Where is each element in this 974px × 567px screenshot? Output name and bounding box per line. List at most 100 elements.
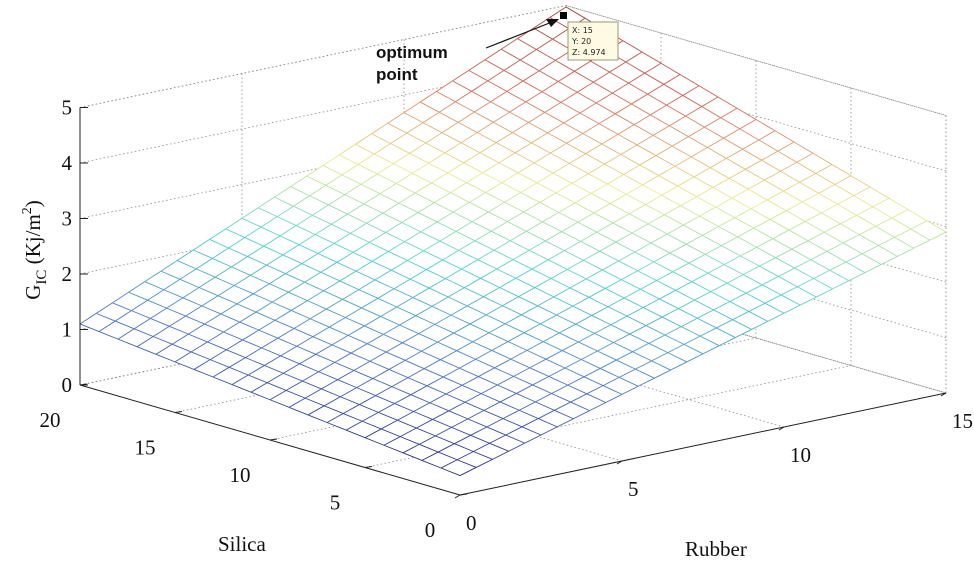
mesh-line-silica — [440, 467, 461, 476]
mesh-line-rubber — [475, 350, 493, 360]
mesh-line-rubber — [815, 164, 833, 174]
surface-face — [745, 160, 781, 181]
mesh-line-rubber — [688, 126, 705, 138]
mesh-line-rubber — [516, 384, 533, 394]
mesh-line-silica — [374, 153, 394, 165]
mesh-line-silica — [469, 323, 490, 334]
mesh-line-silica — [748, 311, 769, 322]
mesh-line-rubber — [518, 401, 536, 411]
mesh-line-silica — [666, 233, 687, 245]
mesh-line-rubber — [666, 95, 684, 106]
mesh-line-silica — [207, 341, 227, 351]
surface-face — [765, 294, 801, 314]
mesh-line-silica — [379, 193, 400, 204]
surface-face — [542, 81, 578, 103]
mesh-line-rubber — [504, 192, 522, 203]
surface-face — [758, 130, 794, 152]
mesh-line-rubber — [409, 142, 427, 154]
mesh-line-rubber — [467, 410, 485, 420]
mesh-line-silica — [853, 195, 874, 208]
mesh-line-rubber — [339, 270, 357, 282]
surface-face — [629, 325, 665, 344]
mesh-line-rubber — [696, 187, 714, 197]
mesh-line-rubber — [639, 155, 657, 166]
mesh-line-rubber — [666, 224, 684, 235]
mesh-line-rubber — [683, 335, 701, 345]
mesh-line-silica — [804, 221, 825, 233]
mesh-line-rubber — [626, 307, 644, 317]
surface-face — [699, 207, 735, 227]
mesh-line-silica — [585, 153, 605, 165]
mesh-line-silica — [447, 172, 467, 184]
surface-face — [659, 290, 695, 309]
mesh-line-silica — [490, 101, 510, 113]
y-tick-mark — [174, 411, 183, 413]
mesh-line-silica — [640, 288, 660, 300]
x-tick-mark — [454, 494, 461, 499]
mesh-line-rubber — [563, 112, 581, 124]
surface-face — [740, 247, 776, 267]
mesh-line-rubber — [656, 271, 674, 281]
mesh-line-silica — [625, 61, 646, 74]
mesh-line-silica — [512, 132, 532, 144]
mesh-line-silica — [323, 290, 343, 300]
mesh-line-silica — [645, 204, 665, 216]
mesh-line-silica — [193, 249, 213, 259]
mesh-line-silica — [604, 163, 624, 175]
mesh-line-silica — [655, 155, 676, 167]
mesh-line-rubber — [524, 434, 542, 444]
surface-face — [561, 92, 597, 113]
mesh-line-silica — [382, 212, 402, 223]
mesh-line-rubber — [799, 296, 817, 306]
mesh-line-rubber — [617, 124, 635, 135]
mesh-line-rubber — [445, 384, 463, 395]
surface-face — [748, 180, 784, 200]
mesh-line-silica — [629, 333, 649, 344]
mesh-line-silica — [385, 232, 405, 243]
mesh-line-silica — [296, 225, 316, 235]
mesh-line-silica — [764, 302, 785, 314]
mesh-line-rubber — [355, 260, 373, 272]
mesh-line-rubber — [496, 259, 514, 270]
mesh-line-silica — [818, 192, 838, 205]
datatip-x: X: 15 — [572, 26, 593, 35]
grid-y-floor — [364, 365, 852, 468]
mesh-line-silica — [525, 101, 546, 113]
mesh-line-silica — [419, 443, 439, 453]
mesh-line-rubber — [538, 60, 556, 72]
mesh-line-silica — [729, 301, 750, 312]
mesh-line-rubber — [361, 297, 379, 309]
mesh-line-silica — [383, 444, 404, 454]
mesh-line-rubber — [198, 276, 216, 288]
mesh-line-silica — [299, 363, 319, 373]
mesh-line-silica — [550, 278, 571, 289]
axis-titles: Rubber Silica GIC (Kj/m2) — [20, 200, 747, 561]
mesh-line-silica — [467, 418, 487, 428]
mesh-line-rubber — [355, 133, 372, 145]
mesh-line-silica — [777, 150, 798, 163]
surface-face — [620, 144, 656, 166]
surface-face — [651, 234, 687, 254]
surface-face — [626, 184, 662, 205]
mesh-line-silica — [810, 259, 831, 271]
z-tick-label: 2 — [62, 262, 73, 286]
surface-face — [705, 245, 741, 265]
mesh-line-silica — [242, 339, 262, 349]
mesh-line-silica — [642, 307, 663, 318]
mesh-line-rubber — [597, 342, 614, 352]
mesh-line-rubber — [688, 253, 706, 264]
mesh-line-rubber — [537, 409, 555, 419]
mesh-line-silica — [504, 201, 524, 213]
mesh-line-silica — [761, 159, 781, 172]
mesh-line-silica — [169, 325, 189, 335]
mesh-line-rubber — [761, 276, 779, 286]
mesh-line-silica — [486, 426, 506, 436]
mesh-line-rubber — [315, 344, 333, 355]
mesh-line-silica — [458, 249, 478, 261]
surface-face — [632, 223, 668, 244]
mesh-line-silica — [444, 152, 465, 164]
mesh-line-rubber — [352, 242, 370, 253]
mesh-line-rubber — [314, 223, 332, 235]
mesh-line-rubber — [299, 353, 317, 365]
mesh-line-silica — [626, 193, 646, 205]
